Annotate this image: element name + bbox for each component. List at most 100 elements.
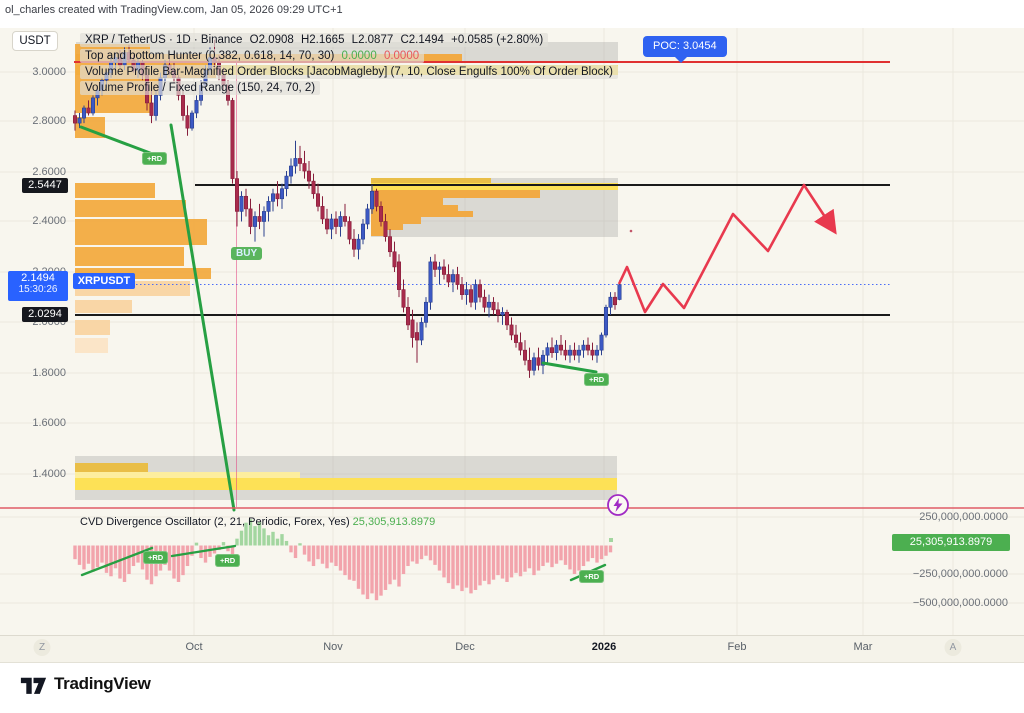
- candle[interactable]: [324, 208, 329, 235]
- legend-symbol-row[interactable]: XRP / TetherUS · 1D · Binance O2.0908 H2…: [80, 32, 618, 47]
- candle[interactable]: [351, 229, 356, 257]
- candle[interactable]: [608, 292, 613, 315]
- candle[interactable]: [495, 302, 500, 323]
- candle[interactable]: [73, 110, 78, 131]
- alert-lightning-icon[interactable]: [606, 493, 630, 522]
- candle[interactable]: [293, 140, 298, 174]
- candle[interactable]: [450, 269, 455, 293]
- candle[interactable]: [235, 171, 240, 227]
- candle[interactable]: [320, 196, 325, 225]
- candle[interactable]: [468, 284, 473, 308]
- candle[interactable]: [603, 304, 608, 338]
- candle[interactable]: [527, 347, 532, 378]
- candle[interactable]: [383, 213, 388, 242]
- oscillator-value-badge[interactable]: 25,305,913.8979: [892, 534, 1010, 551]
- candle[interactable]: [500, 307, 505, 325]
- indicator-name[interactable]: Top and bottom Hunter (0.382, 0.618, 14,…: [85, 50, 335, 62]
- candle[interactable]: [423, 297, 428, 328]
- candle[interactable]: [410, 309, 415, 348]
- candle[interactable]: [509, 317, 514, 341]
- candle[interactable]: [576, 345, 581, 363]
- candle[interactable]: [531, 352, 536, 376]
- time-axis-label[interactable]: Nov: [323, 641, 343, 653]
- rd-divergence-badge[interactable]: +RD: [584, 373, 610, 386]
- green-trendlines[interactable]: [79, 123, 598, 512]
- candle[interactable]: [185, 105, 190, 136]
- price-level-lines[interactable]: [74, 61, 890, 316]
- time-axis-label[interactable]: Oct: [185, 641, 203, 653]
- candle[interactable]: [288, 158, 293, 184]
- candle[interactable]: [563, 340, 568, 361]
- time-axis-label[interactable]: Dec: [455, 641, 475, 653]
- oscillator-title[interactable]: CVD Divergence Oscillator (2, 21, Period…: [80, 516, 350, 528]
- candle[interactable]: [392, 241, 397, 272]
- candle[interactable]: [567, 345, 572, 363]
- legend-indicator-row-hunter[interactable]: Top and bottom Hunter (0.382, 0.618, 14,…: [80, 48, 618, 63]
- candle[interactable]: [594, 345, 599, 363]
- rd-divergence-badge[interactable]: +RD: [579, 570, 605, 583]
- candle[interactable]: [459, 277, 464, 300]
- candle[interactable]: [378, 201, 383, 227]
- candle[interactable]: [558, 335, 563, 356]
- candle[interactable]: [333, 211, 338, 235]
- candle[interactable]: [585, 337, 590, 356]
- candle[interactable]: [545, 342, 550, 363]
- candle[interactable]: [365, 203, 370, 230]
- candle[interactable]: [306, 160, 311, 189]
- time-axis-label[interactable]: Mar: [853, 641, 873, 653]
- candle[interactable]: [572, 342, 577, 361]
- candle[interactable]: [513, 324, 518, 348]
- buy-signal-badge[interactable]: BUY: [231, 247, 263, 260]
- poc-price-flag[interactable]: POC: 3.0454: [643, 36, 727, 63]
- candle[interactable]: [82, 105, 87, 124]
- support-level-label[interactable]: 2.0294: [22, 307, 68, 322]
- tradingview-branding[interactable]: TradingView: [20, 672, 151, 696]
- candle[interactable]: [599, 332, 604, 356]
- candle[interactable]: [338, 211, 343, 237]
- candle[interactable]: [261, 206, 266, 237]
- candle[interactable]: [266, 196, 271, 222]
- candle[interactable]: [342, 203, 347, 227]
- candle[interactable]: [522, 340, 527, 366]
- candle[interactable]: [181, 90, 186, 121]
- candle[interactable]: [482, 289, 487, 313]
- rd-divergence-badge[interactable]: +RD: [142, 152, 168, 165]
- candle[interactable]: [612, 292, 617, 310]
- candle[interactable]: [315, 183, 320, 212]
- candle[interactable]: [419, 317, 424, 346]
- candle[interactable]: [311, 173, 316, 199]
- candle[interactable]: [536, 347, 541, 371]
- candle[interactable]: [77, 113, 82, 129]
- candle[interactable]: [360, 218, 365, 245]
- resistance-level-label[interactable]: 2.5447: [22, 178, 68, 193]
- candle[interactable]: [279, 183, 284, 209]
- candle[interactable]: [284, 171, 289, 197]
- candle[interactable]: [437, 261, 442, 285]
- candle[interactable]: [248, 198, 253, 235]
- candle[interactable]: [432, 254, 437, 278]
- candle[interactable]: [387, 229, 392, 257]
- time-axis-label[interactable]: Feb: [727, 641, 747, 653]
- candle[interactable]: [491, 297, 496, 315]
- legend-indicator-row-orderblocks[interactable]: Volume Profile Bar-Magnified Order Block…: [80, 64, 618, 79]
- candle[interactable]: [230, 97, 235, 184]
- candle[interactable]: [414, 322, 419, 363]
- candle[interactable]: [329, 213, 334, 240]
- symbol-title[interactable]: XRP / TetherUS · 1D · Binance: [85, 34, 243, 46]
- rd-divergence-badge[interactable]: +RD: [143, 551, 169, 564]
- candle[interactable]: [446, 264, 451, 288]
- candle[interactable]: [374, 188, 379, 212]
- candle[interactable]: [441, 259, 446, 280]
- time-axis-label[interactable]: 2026: [591, 641, 617, 653]
- indicator-name[interactable]: Volume Profile / Fixed Range (150, 24, 7…: [85, 82, 316, 94]
- candle[interactable]: [244, 188, 249, 217]
- candle[interactable]: [194, 95, 199, 119]
- projection-arrow-path[interactable]: [617, 183, 837, 314]
- candle[interactable]: [347, 216, 352, 245]
- candle[interactable]: [405, 297, 410, 330]
- legend-indicator-row-fixedrange[interactable]: Volume Profile / Fixed Range (150, 24, 7…: [80, 80, 618, 95]
- symbol-price-tag[interactable]: XRPUSDT: [73, 273, 135, 289]
- candle[interactable]: [554, 340, 559, 361]
- time-axis-label[interactable]: Z: [33, 639, 51, 656]
- candle[interactable]: [549, 337, 554, 358]
